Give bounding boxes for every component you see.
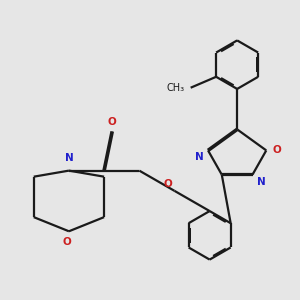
- Text: N: N: [256, 177, 265, 187]
- Text: CH₃: CH₃: [167, 83, 184, 93]
- Text: O: O: [108, 116, 117, 127]
- Text: N: N: [64, 153, 73, 163]
- Text: O: O: [62, 237, 71, 247]
- Text: O: O: [164, 179, 172, 189]
- Text: O: O: [272, 146, 281, 155]
- Text: N: N: [195, 152, 204, 162]
